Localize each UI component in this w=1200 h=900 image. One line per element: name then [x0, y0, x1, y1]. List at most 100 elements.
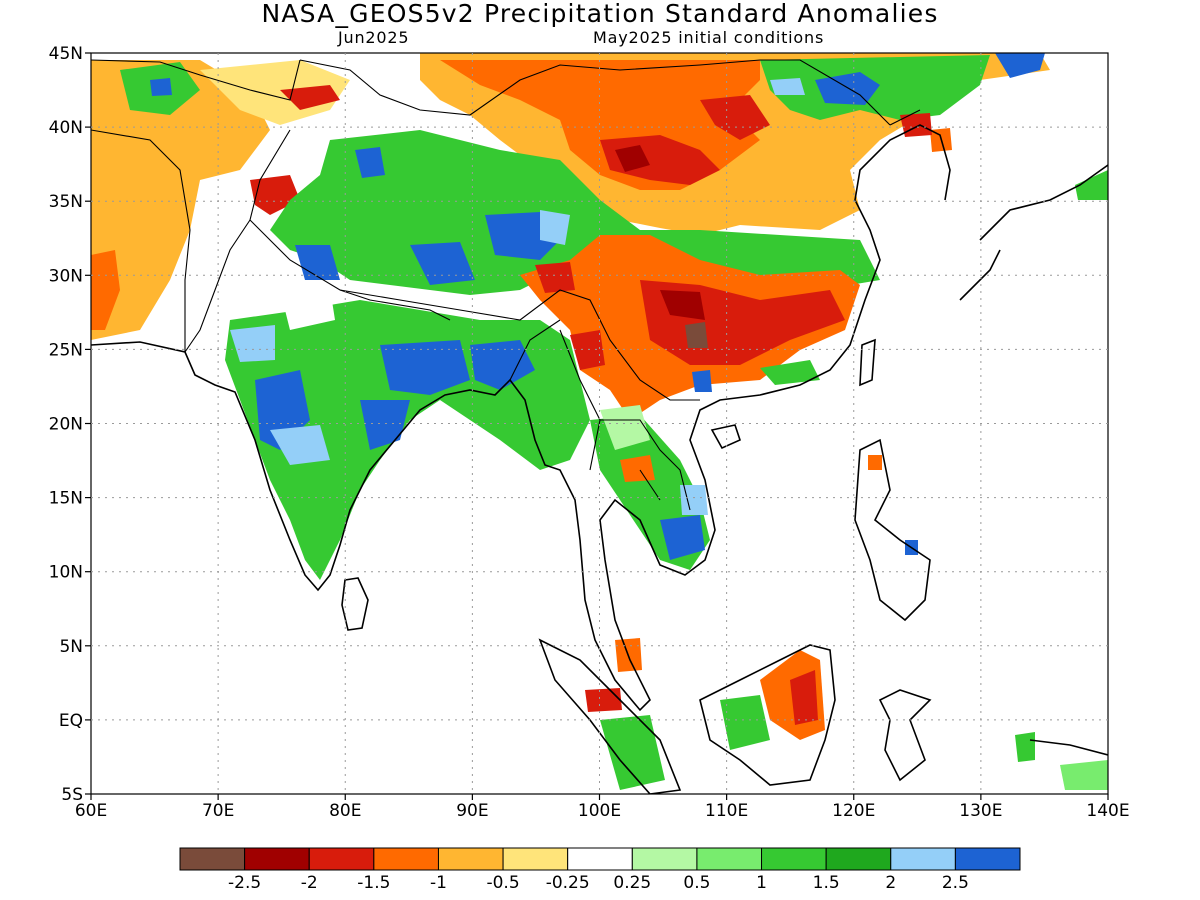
- region-bangladesh-blue: [470, 340, 535, 390]
- colorbar-label: 1: [756, 873, 767, 893]
- lon-tick-label: 100E: [578, 801, 621, 821]
- lat-tick-label: 5S: [61, 785, 83, 805]
- forecast-month: Jun2025: [338, 28, 410, 47]
- colorbar-label: 2.5: [942, 873, 969, 893]
- region-tibet-blue-3: [295, 245, 340, 280]
- colorbar-label: 1.5: [813, 873, 840, 893]
- lon-tick-label: 120E: [832, 801, 875, 821]
- colorbar-label: -1: [430, 873, 447, 893]
- colorbar-swatch: [761, 847, 827, 871]
- colorbar-swatch: [308, 847, 375, 871]
- coast-sri-lanka: [341, 577, 369, 631]
- lon-tick-label: 130E: [959, 801, 1002, 821]
- colorbar-swatch: [244, 847, 310, 871]
- region-malaya-red: [585, 688, 622, 712]
- region-indochina-lightgreen: [600, 405, 650, 450]
- region-north-china-darkred: [615, 145, 650, 172]
- region-far-northeast-blue: [995, 53, 1045, 78]
- region-thailand-orange: [620, 455, 655, 482]
- colorbar-label: -1.5: [357, 873, 390, 893]
- region-borneo-red: [790, 670, 818, 725]
- region-north-china-red-2: [700, 95, 770, 140]
- region-kyrgyz-red: [280, 85, 340, 110]
- region-sulawesi-green: [1015, 732, 1035, 762]
- border-china-west: [249, 129, 700, 401]
- coast-sumatra: [538, 638, 682, 794]
- region-myanmar-red: [535, 262, 575, 293]
- region-sumatra-green: [600, 715, 665, 790]
- colorbar-label: -2.5: [228, 873, 261, 893]
- region-tibet-blue-west: [355, 147, 385, 178]
- map-title: NASA_GEOS5v2 Precipitation Standard Anom…: [261, 0, 939, 28]
- region-india-lightblue: [230, 325, 275, 362]
- lat-tick-label: 45N: [49, 44, 83, 64]
- colorbar-swatch: [373, 847, 439, 871]
- colorbar: -2.5 -2 -1.5 -1 -0.5 -0.25 0.25 0.5 1 1.5 2 2.5: [179, 847, 1021, 893]
- colorbar-swatch: [567, 847, 633, 871]
- axis-ticks: 60E 70E 80E 90E 100E 110E 120E 130E 140E 45N 40N 35…: [49, 44, 1130, 821]
- lon-tick-label: 140E: [1086, 801, 1129, 821]
- gridlines: [91, 53, 1108, 794]
- region-caspian-blue: [150, 78, 172, 96]
- colorbar-swatch: [179, 847, 246, 871]
- lon-tick-label: 90E: [456, 801, 488, 821]
- lon-tick-label: 70E: [202, 801, 234, 821]
- coast-japan: [959, 164, 1108, 301]
- coast-hainan: [710, 424, 741, 450]
- region-yunnan-red: [570, 330, 605, 370]
- region-central-asia-yellow: [200, 60, 350, 125]
- lat-tick-label: 25N: [49, 340, 83, 360]
- region-yunnan-extreme: [685, 322, 708, 348]
- borders: [91, 59, 921, 511]
- border-myanmar: [509, 319, 601, 471]
- region-tibet-blue-2: [410, 242, 475, 285]
- region-mongolia-blue: [815, 72, 880, 105]
- lat-tick-label: 10N: [49, 563, 83, 583]
- anomaly-field: [91, 53, 1108, 790]
- colorbar-label: -2: [301, 873, 318, 893]
- colorbar-label: -0.5: [486, 873, 519, 893]
- region-borneo-green: [720, 695, 770, 750]
- coast-south-asia: [91, 124, 951, 712]
- region-india-lightblue-2: [270, 425, 330, 465]
- lat-tick-label: EQ: [59, 711, 83, 731]
- colorbar-swatch: [502, 847, 569, 871]
- colorbar-swatch: [825, 847, 892, 871]
- colorbar-swatch: [631, 847, 698, 871]
- initial-conditions: May2025 initial conditions: [593, 28, 825, 47]
- colorbar-label: 2: [885, 873, 896, 893]
- region-philippines-orange: [868, 455, 882, 470]
- region-mongolia-lightblue: [770, 78, 805, 95]
- colorbar-swatch: [437, 847, 504, 871]
- region-iran-orange: [91, 250, 120, 330]
- region-png-green: [1060, 760, 1108, 790]
- coast-philippines: [854, 438, 931, 622]
- region-tibet-lightblue: [540, 210, 570, 245]
- colorbar-swatch: [696, 847, 763, 871]
- lon-tick-label: 80E: [329, 801, 361, 821]
- region-iran-afghan-dry: [91, 60, 270, 340]
- lat-tick-label: 5N: [59, 637, 83, 657]
- lon-tick-label: 60E: [75, 801, 107, 821]
- border-indochina: [600, 419, 691, 511]
- region-japan-green: [1075, 170, 1108, 200]
- border-korea: [889, 109, 921, 126]
- border-nepal: [339, 289, 451, 321]
- border-china-north: [299, 59, 891, 126]
- coast-borneo: [699, 644, 836, 786]
- region-india-white: [280, 288, 335, 330]
- border-iran-afghan: [91, 129, 191, 352]
- colorbar-label: 0.5: [683, 873, 710, 893]
- lat-tick-label: 35N: [49, 192, 83, 212]
- colorbar-label: 0.25: [613, 873, 651, 893]
- lon-tick-label: 110E: [705, 801, 748, 821]
- coast-sulawesi: [878, 689, 932, 782]
- region-vietnam-blue: [692, 370, 712, 392]
- region-cambodia-blue: [660, 515, 705, 560]
- coastlines: [91, 124, 1108, 794]
- region-south-china-darkred: [660, 290, 705, 320]
- border-kazakh: [91, 59, 301, 101]
- region-india-blue-central: [380, 340, 470, 395]
- colorbar-label: -0.25: [546, 873, 590, 893]
